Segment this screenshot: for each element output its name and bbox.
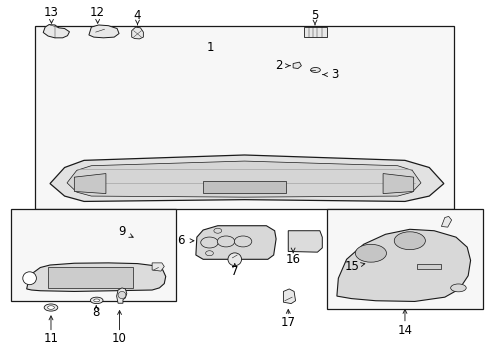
Polygon shape — [287, 231, 322, 252]
Bar — [35, 26, 453, 208]
Text: 16: 16 — [285, 253, 300, 266]
Text: 9: 9 — [118, 225, 125, 238]
Polygon shape — [203, 181, 285, 193]
Text: 2: 2 — [274, 59, 282, 72]
Ellipse shape — [450, 284, 465, 292]
Ellipse shape — [217, 236, 234, 247]
Polygon shape — [292, 62, 301, 68]
Polygon shape — [336, 229, 469, 301]
Polygon shape — [196, 226, 276, 259]
Polygon shape — [89, 25, 119, 38]
Polygon shape — [27, 263, 165, 292]
Ellipse shape — [234, 236, 251, 247]
Text: 14: 14 — [397, 324, 411, 337]
Ellipse shape — [213, 228, 221, 233]
Text: 5: 5 — [311, 9, 318, 22]
Text: 11: 11 — [43, 333, 59, 346]
Ellipse shape — [393, 232, 425, 249]
Polygon shape — [152, 263, 164, 271]
Polygon shape — [116, 288, 126, 303]
Text: 8: 8 — [92, 306, 100, 319]
Text: 6: 6 — [177, 234, 184, 247]
Ellipse shape — [44, 304, 58, 311]
Polygon shape — [441, 216, 451, 227]
Ellipse shape — [94, 299, 100, 302]
Text: 15: 15 — [345, 260, 359, 273]
Ellipse shape — [310, 67, 320, 72]
Ellipse shape — [205, 251, 213, 256]
Polygon shape — [50, 155, 443, 202]
Bar — [416, 264, 441, 269]
Polygon shape — [131, 27, 143, 39]
Ellipse shape — [355, 244, 386, 262]
Polygon shape — [43, 24, 69, 38]
Polygon shape — [382, 174, 413, 194]
Text: 1: 1 — [206, 41, 214, 54]
Text: 3: 3 — [330, 68, 337, 81]
Bar — [326, 208, 482, 309]
Ellipse shape — [90, 297, 103, 303]
Text: 7: 7 — [230, 265, 238, 278]
Polygon shape — [67, 161, 420, 197]
Text: 10: 10 — [112, 333, 127, 346]
Text: 4: 4 — [134, 9, 141, 22]
Polygon shape — [74, 174, 106, 194]
Ellipse shape — [47, 306, 54, 309]
Ellipse shape — [201, 237, 218, 248]
Text: 12: 12 — [90, 6, 105, 19]
Ellipse shape — [23, 272, 36, 285]
Ellipse shape — [118, 292, 125, 298]
Polygon shape — [283, 289, 295, 303]
Text: 13: 13 — [44, 6, 59, 19]
Bar — [47, 267, 132, 288]
Bar — [11, 208, 176, 301]
Text: 17: 17 — [280, 316, 295, 329]
Bar — [303, 27, 326, 37]
Ellipse shape — [227, 253, 241, 266]
